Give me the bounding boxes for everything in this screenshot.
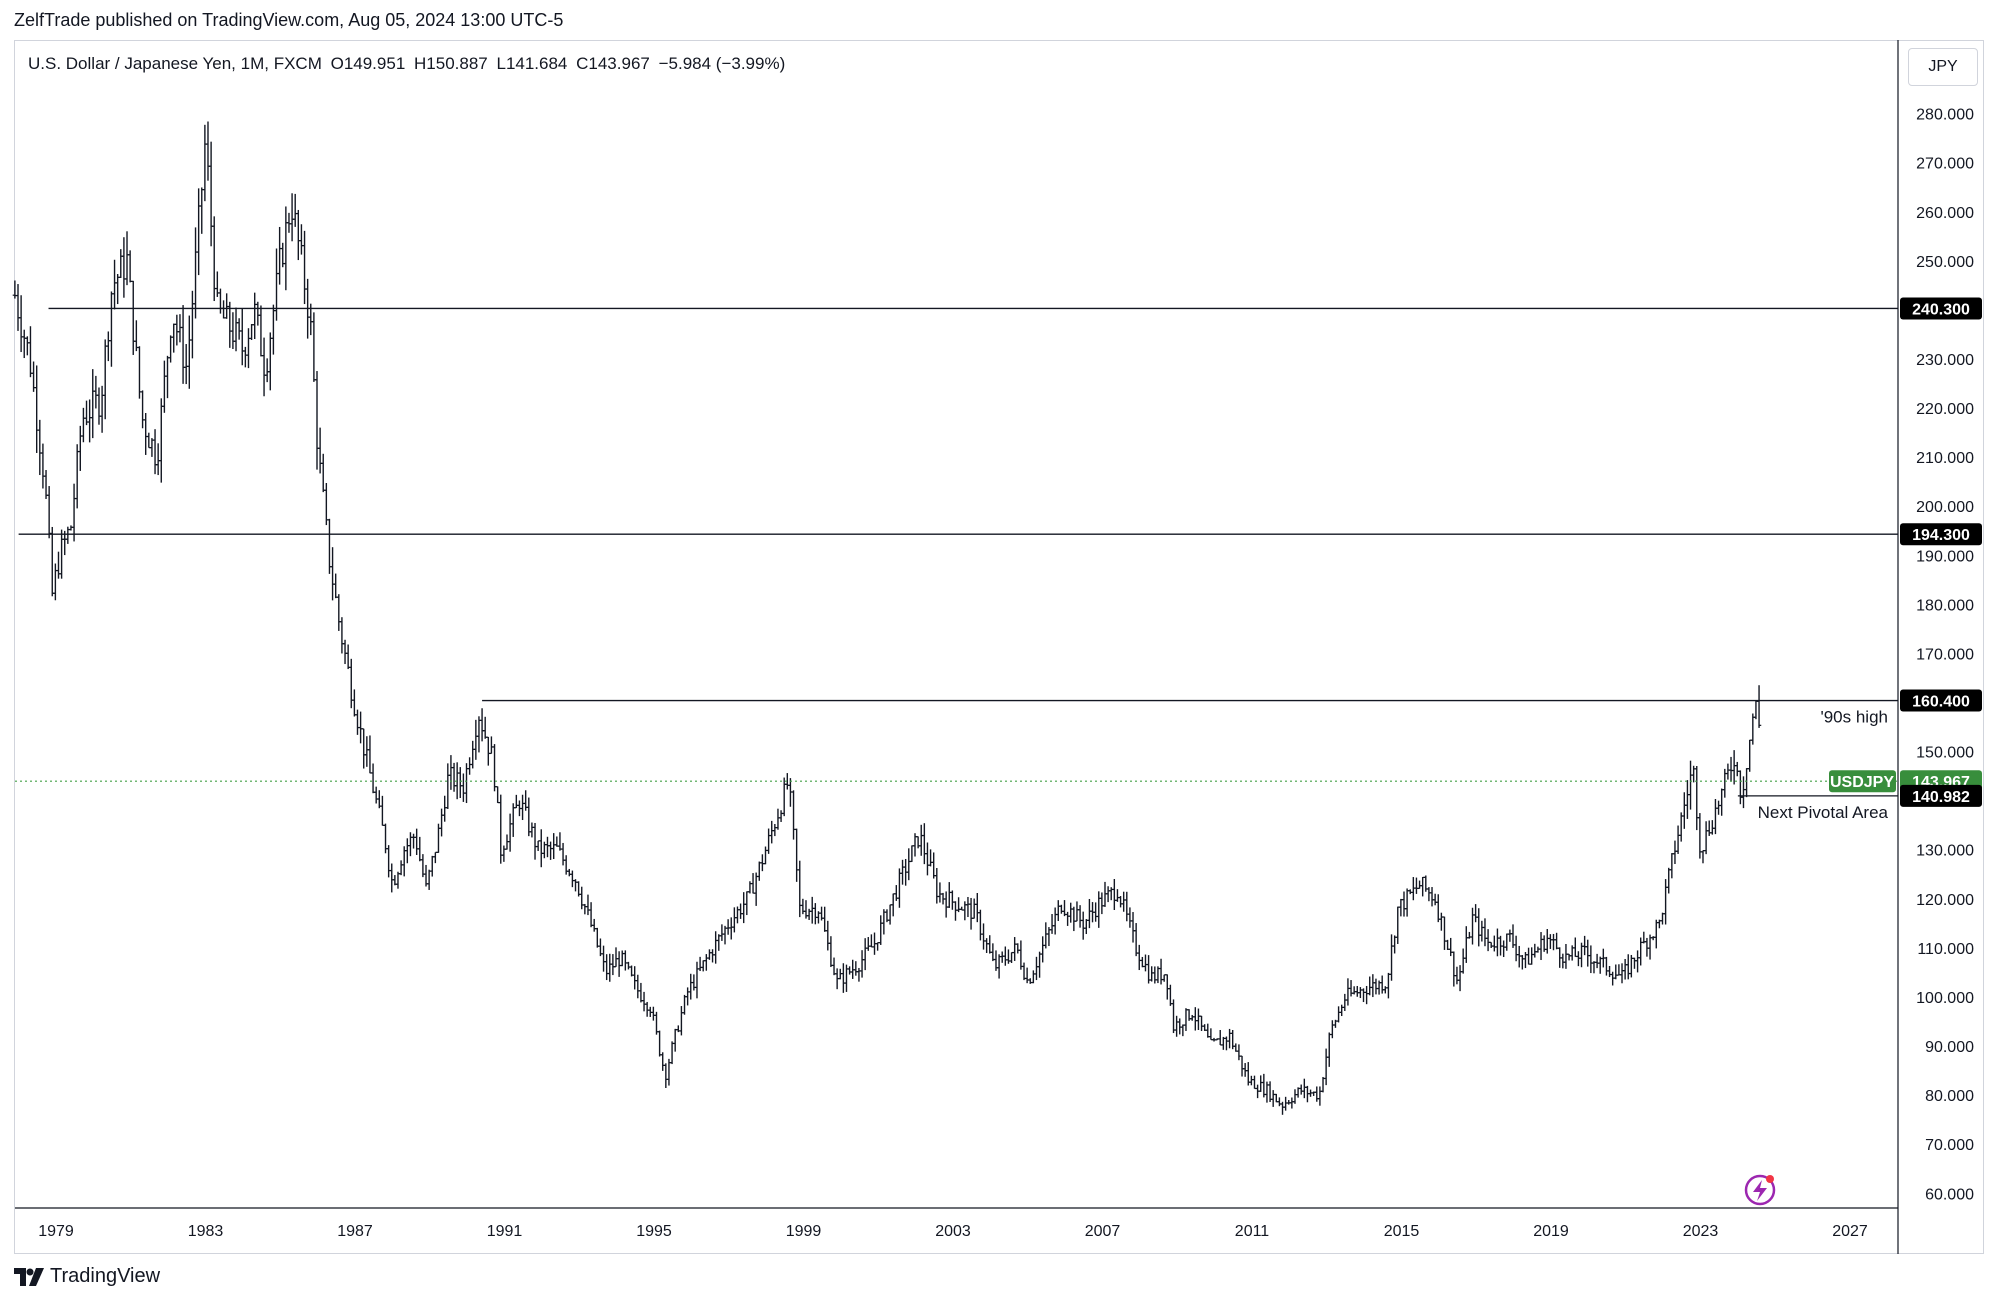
level-price-tag-1: 194.300 bbox=[1900, 523, 1982, 546]
level-price-tag-1-bg bbox=[1900, 523, 1982, 546]
price-tick-label: 250.000 bbox=[1916, 254, 1974, 271]
price-tick-label: 70.000 bbox=[1925, 1137, 1974, 1154]
price-tick-label: 200.000 bbox=[1916, 499, 1974, 516]
symbol-name-tag: USDJPY bbox=[1829, 770, 1896, 793]
chart-frame bbox=[14, 40, 1984, 1254]
ray-price-tag: 160.400 bbox=[1900, 689, 1982, 712]
time-tick-label: 2027 bbox=[1832, 1223, 1868, 1240]
level-price-tag-1-text: 194.300 bbox=[1912, 527, 1970, 544]
candles-layer bbox=[12, 121, 1762, 1115]
time-tick-label: 2019 bbox=[1533, 1223, 1569, 1240]
time-tick-label: 1983 bbox=[188, 1223, 224, 1240]
symbol-name-tag-text: USDJPY bbox=[1830, 774, 1894, 791]
legend-high: H150.887 bbox=[414, 54, 488, 73]
legend-low: L141.684 bbox=[496, 54, 568, 73]
time-tick-label: 1991 bbox=[487, 1223, 523, 1240]
symbol-legend: U.S. Dollar / Japanese Yen, 1M, FXCM O14… bbox=[28, 54, 785, 74]
ray-price-tag-text: 160.400 bbox=[1912, 694, 1970, 711]
lightning-icon[interactable] bbox=[1744, 1174, 1776, 1206]
currency-button[interactable]: JPY bbox=[1908, 48, 1978, 86]
level-price-tag-0-bg bbox=[1900, 297, 1982, 320]
level-price-tag-0-text: 240.300 bbox=[1912, 301, 1970, 318]
price-tick-label: 260.000 bbox=[1916, 205, 1974, 222]
price-tick-label: 60.000 bbox=[1925, 1186, 1974, 1203]
time-tick-label: 1995 bbox=[636, 1223, 672, 1240]
price-tick-label: 100.000 bbox=[1916, 990, 1974, 1007]
ray-price-tag-bg bbox=[1900, 689, 1982, 712]
published-caption: ZelfTrade published on TradingView.com, … bbox=[14, 10, 564, 30]
price-tick-label: 180.000 bbox=[1916, 597, 1974, 614]
pivot-label: Next Pivotal Area bbox=[1758, 803, 1889, 822]
price-tick-label: 170.000 bbox=[1916, 646, 1974, 663]
tradingview-logo-icon bbox=[14, 1267, 44, 1286]
time-tick-label: 2023 bbox=[1683, 1223, 1719, 1240]
legend-symbol: U.S. Dollar / Japanese Yen, 1M, FXCM bbox=[28, 54, 322, 73]
price-tick-label: 210.000 bbox=[1916, 450, 1974, 467]
time-tick-label: 1987 bbox=[337, 1223, 373, 1240]
price-tick-label: 110.000 bbox=[1917, 941, 1974, 958]
price-tick-label: 130.000 bbox=[1916, 843, 1974, 860]
price-tick-label: 120.000 bbox=[1916, 892, 1974, 909]
level-price-tag-0: 240.300 bbox=[1900, 297, 1982, 320]
legend-open: O149.951 bbox=[330, 54, 406, 73]
legend-close: C143.967 bbox=[576, 54, 650, 73]
legend-change: −5.984 (−3.99%) bbox=[658, 54, 786, 73]
price-axis: 60.000 70.000 80.000 90.000 100.000 110.000 12… bbox=[1897, 40, 1974, 1254]
price-tick-label: 150.000 bbox=[1916, 745, 1974, 762]
price-tick-label: 190.000 bbox=[1916, 548, 1974, 565]
time-axis: 1979 1983 1987 1991 1995 1999 2003 2007 2011 2015… bbox=[15, 1207, 1898, 1240]
pivot-price-tag-bg bbox=[1900, 784, 1982, 807]
price-tick-label: 90.000 bbox=[1925, 1039, 1974, 1056]
time-tick-label: 2003 bbox=[935, 1223, 971, 1240]
time-tick-label: 2015 bbox=[1384, 1223, 1420, 1240]
price-tick-label: 220.000 bbox=[1916, 401, 1974, 418]
price-tick-label: 280.000 bbox=[1916, 107, 1974, 124]
time-tick-label: 1999 bbox=[786, 1223, 822, 1240]
drawings-layer: '90s high Next Pivotal Area bbox=[15, 307, 1898, 822]
tradingview-brand: TradingView bbox=[50, 1265, 161, 1287]
pivot-price-tag-text: 140.982 bbox=[1912, 789, 1970, 806]
symbol-name-tag-bg bbox=[1829, 770, 1896, 793]
time-tick-label: 2011 bbox=[1235, 1223, 1270, 1240]
pivot-price-tag: 140.982 bbox=[1900, 784, 1982, 807]
time-tick-label: 2007 bbox=[1085, 1223, 1121, 1240]
tradingview-logo[interactable]: TradingView bbox=[14, 1265, 160, 1288]
time-tick-label: 1979 bbox=[38, 1223, 74, 1240]
price-tick-label: 80.000 bbox=[1925, 1088, 1974, 1105]
nineties-high-label: '90s high bbox=[1820, 708, 1888, 727]
price-tick-label: 230.000 bbox=[1916, 352, 1974, 369]
price-tick-label: 270.000 bbox=[1916, 156, 1974, 173]
